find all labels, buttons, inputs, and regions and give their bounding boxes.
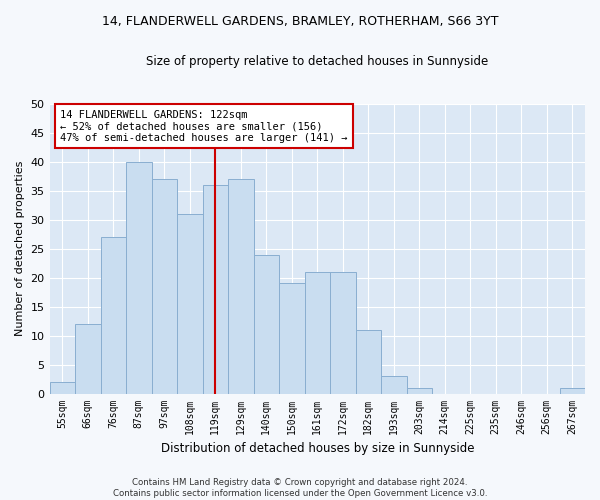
- Bar: [50, 382, 75, 394]
- Bar: [356, 330, 381, 394]
- Text: 14, FLANDERWELL GARDENS, BRAMLEY, ROTHERHAM, S66 3YT: 14, FLANDERWELL GARDENS, BRAMLEY, ROTHER…: [102, 15, 498, 28]
- Bar: [381, 376, 407, 394]
- Bar: [254, 254, 279, 394]
- Bar: [101, 237, 126, 394]
- Bar: [75, 324, 101, 394]
- Bar: [279, 284, 305, 394]
- Bar: [560, 388, 585, 394]
- X-axis label: Distribution of detached houses by size in Sunnyside: Distribution of detached houses by size …: [161, 442, 474, 455]
- Bar: [126, 162, 152, 394]
- Title: Size of property relative to detached houses in Sunnyside: Size of property relative to detached ho…: [146, 55, 488, 68]
- Bar: [407, 388, 432, 394]
- Bar: [305, 272, 330, 394]
- Bar: [152, 179, 177, 394]
- Bar: [330, 272, 356, 394]
- Y-axis label: Number of detached properties: Number of detached properties: [15, 161, 25, 336]
- Bar: [228, 179, 254, 394]
- Text: Contains HM Land Registry data © Crown copyright and database right 2024.
Contai: Contains HM Land Registry data © Crown c…: [113, 478, 487, 498]
- Bar: [177, 214, 203, 394]
- Bar: [203, 185, 228, 394]
- Text: 14 FLANDERWELL GARDENS: 122sqm
← 52% of detached houses are smaller (156)
47% of: 14 FLANDERWELL GARDENS: 122sqm ← 52% of …: [60, 110, 348, 143]
